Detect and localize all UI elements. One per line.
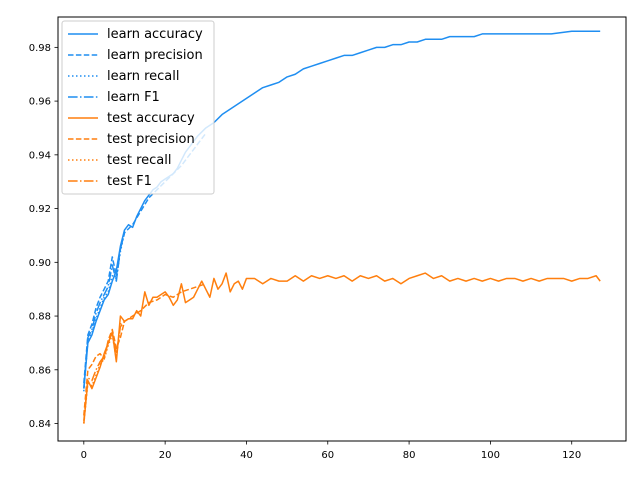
x-tick-label: 40	[240, 450, 253, 461]
y-axis: 0.84 0.86 0.88 0.90 0.92 0.94 0.96 0.98	[29, 43, 58, 430]
legend-label: test recall	[107, 153, 172, 168]
legend-label: test accuracy	[107, 111, 195, 126]
legend-label: test precision	[107, 132, 195, 147]
series-layer	[83, 30, 601, 424]
plot-frame	[57, 16, 627, 442]
x-tick-label: 120	[562, 450, 581, 461]
y-tick-label: 0.86	[29, 365, 51, 376]
y-tick-label: 0.94	[29, 150, 51, 161]
legend: learn accuracy learn precision learn recal…	[61, 20, 215, 195]
legend-box	[61, 20, 215, 195]
y-tick-label: 0.90	[29, 258, 51, 269]
legend-label: learn recall	[107, 69, 179, 84]
x-axis: 0 20 40 60 80 100 120	[81, 441, 581, 461]
legend-label: test F1	[107, 174, 152, 189]
x-tick-label: 0	[81, 450, 87, 461]
y-tick-label: 0.88	[29, 312, 51, 323]
y-tick-label: 0.92	[29, 204, 51, 215]
legend-label: learn F1	[107, 90, 160, 105]
y-tick-label: 0.96	[29, 97, 51, 108]
series-line-learn-accuracy	[83, 30, 601, 389]
x-tick-label: 20	[159, 450, 172, 461]
legend-label: learn precision	[107, 48, 203, 63]
series-line-test-accuracy	[83, 272, 601, 424]
series-line-learn-recall	[83, 232, 126, 392]
y-tick-label: 0.84	[29, 419, 51, 430]
x-tick-label: 100	[481, 450, 500, 461]
y-tick-label: 0.98	[29, 43, 51, 54]
x-tick-label: 60	[321, 450, 334, 461]
legend-label: learn accuracy	[107, 27, 203, 42]
x-tick-label: 80	[403, 450, 416, 461]
